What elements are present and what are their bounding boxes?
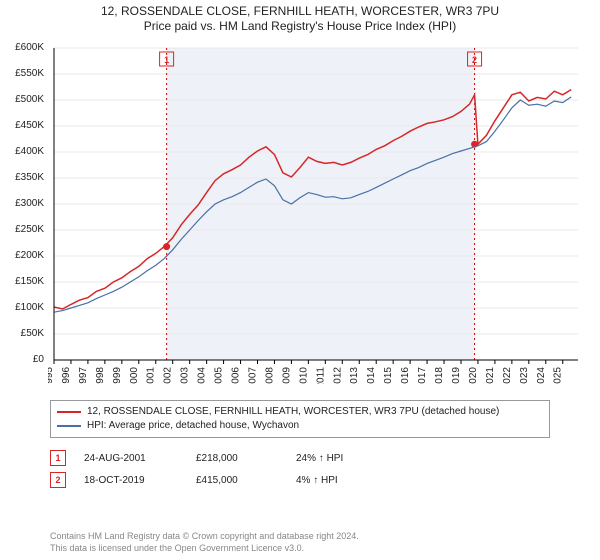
- tx-date-1: 24-AUG-2001: [84, 453, 196, 464]
- svg-text:2003: 2003: [180, 367, 191, 384]
- svg-text:1: 1: [164, 55, 169, 65]
- legend-item-1: 12, ROSSENDALE CLOSE, FERNHILL HEATH, WO…: [57, 405, 543, 419]
- tx-delta-1: 24% ↑ HPI: [296, 453, 396, 464]
- chart-titles: 12, ROSSENDALE CLOSE, FERNHILL HEATH, WO…: [0, 0, 600, 33]
- svg-text:2015: 2015: [383, 367, 394, 384]
- svg-text:2009: 2009: [281, 367, 292, 384]
- svg-text:1998: 1998: [95, 367, 106, 384]
- svg-text:2021: 2021: [485, 367, 496, 384]
- svg-text:2012: 2012: [332, 367, 343, 384]
- svg-text:2006: 2006: [231, 367, 242, 384]
- y-tick-label: £400K: [2, 146, 44, 157]
- legend-item-2: HPI: Average price, detached house, Wych…: [57, 419, 543, 433]
- y-tick-label: £100K: [2, 302, 44, 313]
- y-tick-label: £450K: [2, 120, 44, 131]
- legend-box: 12, ROSSENDALE CLOSE, FERNHILL HEATH, WO…: [50, 400, 550, 438]
- y-tick-label: £500K: [2, 94, 44, 105]
- svg-text:2004: 2004: [197, 367, 208, 384]
- svg-text:2013: 2013: [349, 367, 360, 384]
- footer: Contains HM Land Registry data © Crown c…: [50, 530, 550, 554]
- svg-text:2016: 2016: [400, 367, 411, 384]
- tx-price-1: £218,000: [196, 453, 296, 464]
- svg-text:2008: 2008: [264, 367, 275, 384]
- svg-text:2022: 2022: [502, 367, 513, 384]
- transactions: 1 24-AUG-2001 £218,000 24% ↑ HPI 2 18-OC…: [50, 444, 550, 488]
- svg-text:2023: 2023: [519, 367, 530, 384]
- legend-label-1: 12, ROSSENDALE CLOSE, FERNHILL HEATH, WO…: [87, 405, 499, 419]
- svg-text:2018: 2018: [434, 367, 445, 384]
- svg-text:2002: 2002: [163, 367, 174, 384]
- svg-text:2024: 2024: [536, 367, 547, 384]
- transaction-row-2: 2 18-OCT-2019 £415,000 4% ↑ HPI: [50, 472, 550, 488]
- svg-text:1999: 1999: [112, 367, 123, 384]
- legend-swatch-2: [57, 425, 81, 427]
- y-tick-label: £550K: [2, 68, 44, 79]
- chart-container: { "title_line1": "12, ROSSENDALE CLOSE, …: [0, 0, 600, 560]
- y-tick-label: £50K: [2, 328, 44, 339]
- tx-price-2: £415,000: [196, 475, 296, 486]
- svg-text:2000: 2000: [129, 367, 140, 384]
- footer-line2: This data is licensed under the Open Gov…: [50, 542, 550, 554]
- svg-text:2014: 2014: [366, 367, 377, 384]
- y-tick-label: £0: [2, 354, 44, 365]
- svg-text:2017: 2017: [417, 367, 428, 384]
- transaction-row-1: 1 24-AUG-2001 £218,000 24% ↑ HPI: [50, 450, 550, 466]
- svg-text:2007: 2007: [247, 367, 258, 384]
- svg-text:1997: 1997: [78, 367, 89, 384]
- tx-marker-1: 1: [50, 450, 66, 466]
- svg-text:1995: 1995: [48, 367, 55, 384]
- svg-text:2001: 2001: [146, 367, 157, 384]
- svg-text:1996: 1996: [61, 367, 72, 384]
- title-line1: 12, ROSSENDALE CLOSE, FERNHILL HEATH, WO…: [0, 4, 600, 18]
- y-tick-label: £200K: [2, 250, 44, 261]
- svg-text:2005: 2005: [214, 367, 225, 384]
- y-tick-label: £250K: [2, 224, 44, 235]
- y-tick-label: £600K: [2, 42, 44, 53]
- legend-swatch-1: [57, 411, 81, 413]
- tx-delta-2: 4% ↑ HPI: [296, 475, 396, 486]
- legend-label-2: HPI: Average price, detached house, Wych…: [87, 419, 299, 433]
- y-tick-label: £300K: [2, 198, 44, 209]
- title-line2: Price paid vs. HM Land Registry's House …: [0, 19, 600, 33]
- chart-svg: 1995 1996 1997 1998 1999 2000 2001 2002 2003 2004…: [48, 44, 584, 384]
- svg-text:2: 2: [472, 55, 477, 65]
- svg-text:2019: 2019: [451, 367, 462, 384]
- svg-text:2025: 2025: [553, 367, 564, 384]
- svg-text:2011: 2011: [315, 367, 326, 384]
- footer-line1: Contains HM Land Registry data © Crown c…: [50, 530, 550, 542]
- y-tick-label: £350K: [2, 172, 44, 183]
- y-tick-label: £150K: [2, 276, 44, 287]
- svg-text:2010: 2010: [298, 367, 309, 384]
- svg-text:2020: 2020: [468, 367, 479, 384]
- tx-date-2: 18-OCT-2019: [84, 475, 196, 486]
- chart-plot-area: 1995 1996 1997 1998 1999 2000 2001 2002 2003 2004…: [48, 44, 584, 384]
- tx-marker-2: 2: [50, 472, 66, 488]
